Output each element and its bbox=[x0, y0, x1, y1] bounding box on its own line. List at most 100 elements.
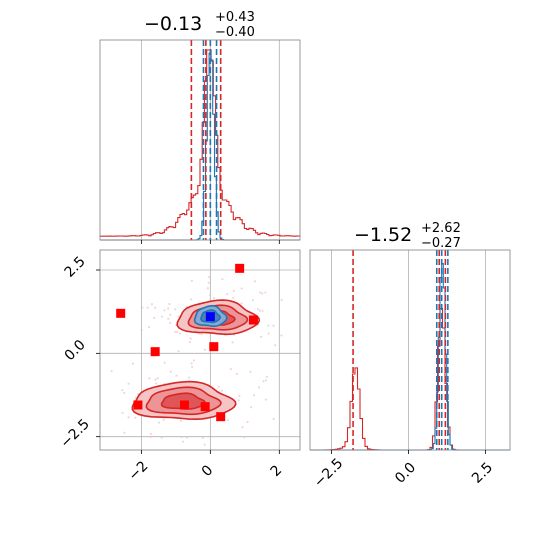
sample-dot bbox=[167, 307, 170, 310]
sample-dot bbox=[174, 330, 177, 333]
sample-dot bbox=[121, 411, 124, 415]
sample-dot bbox=[150, 303, 153, 306]
sample-dot bbox=[206, 287, 209, 290]
sample-dot bbox=[226, 292, 229, 296]
sample-dot bbox=[188, 341, 192, 344]
sample-dot bbox=[154, 378, 157, 381]
x-tick-label: 0.0 bbox=[392, 460, 419, 487]
sample-dot bbox=[146, 306, 149, 309]
sample-dot bbox=[179, 419, 183, 422]
title-param-2: −1.52 +2.62 −0.27 bbox=[354, 221, 461, 251]
sample-dot bbox=[174, 308, 177, 311]
sample-dot bbox=[140, 329, 143, 332]
sample-dot bbox=[262, 380, 265, 383]
title-2-plus: +2.62 bbox=[421, 221, 461, 236]
sample-dot bbox=[149, 432, 153, 436]
sample-dot bbox=[267, 324, 270, 327]
sample-dot bbox=[177, 350, 180, 353]
histogram-red bbox=[310, 307, 510, 451]
sample-dot bbox=[274, 344, 277, 347]
sample-dot bbox=[175, 374, 178, 377]
sample-dot bbox=[241, 426, 244, 429]
sample-dot bbox=[127, 416, 130, 419]
sample-dot bbox=[264, 291, 267, 294]
scatter-panel: −2.5 0.0 2.5 −2 0 2 bbox=[57, 249, 301, 484]
scatter-frame bbox=[99, 249, 301, 451]
sample-dot bbox=[246, 420, 249, 424]
sample-dot bbox=[189, 337, 192, 340]
sample-dot bbox=[221, 278, 224, 281]
sample-dot bbox=[156, 377, 159, 380]
sample-dot bbox=[201, 436, 204, 440]
sample-dot bbox=[232, 296, 235, 299]
sample-dot bbox=[258, 386, 261, 389]
sample-dot bbox=[240, 302, 243, 305]
sample-dot bbox=[148, 377, 151, 380]
sample-dot bbox=[123, 391, 126, 394]
sample-dot bbox=[238, 394, 241, 397]
title-1-value: −0.13 bbox=[144, 13, 202, 35]
sample-dot bbox=[154, 306, 157, 309]
sample-dot bbox=[84, 391, 86, 393]
sample-dot bbox=[258, 309, 261, 312]
histogram-blue bbox=[310, 263, 510, 451]
sample-dot bbox=[178, 332, 182, 335]
sample-dot bbox=[264, 398, 267, 401]
sample-dot bbox=[153, 316, 156, 319]
red-marker bbox=[209, 342, 219, 352]
red-marker bbox=[179, 400, 189, 410]
sample-dot bbox=[169, 370, 172, 373]
scatter-plot-area bbox=[84, 250, 300, 450]
sample-dot bbox=[267, 332, 270, 335]
sample-dot bbox=[141, 306, 144, 309]
sample-dot bbox=[121, 388, 124, 392]
marginal-2-frame bbox=[309, 249, 511, 451]
sample-dot bbox=[207, 281, 210, 284]
sample-dot bbox=[260, 335, 263, 338]
red-marker bbox=[216, 412, 226, 422]
sample-dot bbox=[127, 382, 130, 385]
x-tick-label: 2.5 bbox=[469, 460, 496, 487]
sample-dot bbox=[252, 394, 256, 397]
sample-dot bbox=[272, 324, 275, 327]
x-tick-label: 2 bbox=[268, 462, 286, 480]
marginal-panel-1 bbox=[99, 39, 301, 244]
sample-dot bbox=[192, 359, 196, 362]
sample-dot bbox=[231, 341, 234, 344]
sample-dot bbox=[258, 291, 262, 294]
sample-dot bbox=[163, 361, 166, 364]
sample-dot bbox=[191, 365, 194, 369]
marginal-panel-2: −2.5 0.0 2.5 bbox=[309, 249, 511, 491]
sample-dot bbox=[217, 385, 220, 388]
sample-dot bbox=[188, 376, 191, 379]
sample-dot bbox=[250, 406, 253, 409]
sample-dot bbox=[167, 317, 170, 320]
sample-dot bbox=[157, 421, 161, 424]
red-marker bbox=[150, 347, 160, 357]
sample-dot bbox=[203, 443, 206, 446]
sample-dot bbox=[208, 276, 211, 279]
y-tick-label: −2.5 bbox=[57, 416, 92, 451]
sample-dot bbox=[91, 411, 93, 413]
sample-dot bbox=[226, 419, 229, 422]
sample-dot bbox=[272, 417, 275, 420]
sample-dot bbox=[208, 293, 212, 297]
histogram-blue bbox=[100, 52, 300, 241]
sample-dot bbox=[261, 292, 264, 295]
sample-dot bbox=[189, 298, 193, 301]
sample-dot bbox=[237, 399, 240, 402]
red-marker bbox=[116, 308, 126, 318]
sample-dot bbox=[249, 370, 252, 373]
sample-dot bbox=[190, 362, 193, 365]
sample-dot bbox=[147, 325, 151, 329]
y-tick-label: 0.0 bbox=[62, 337, 89, 364]
x-tick-label: 0 bbox=[199, 462, 217, 480]
sample-dot bbox=[212, 297, 216, 300]
sample-dot bbox=[229, 368, 232, 371]
sample-dot bbox=[176, 330, 179, 333]
title-2-minus: −0.27 bbox=[421, 236, 461, 251]
sample-dot bbox=[200, 333, 203, 336]
title-param-1: −0.13 +0.43 −0.40 bbox=[144, 10, 255, 40]
sample-dot bbox=[253, 280, 257, 283]
